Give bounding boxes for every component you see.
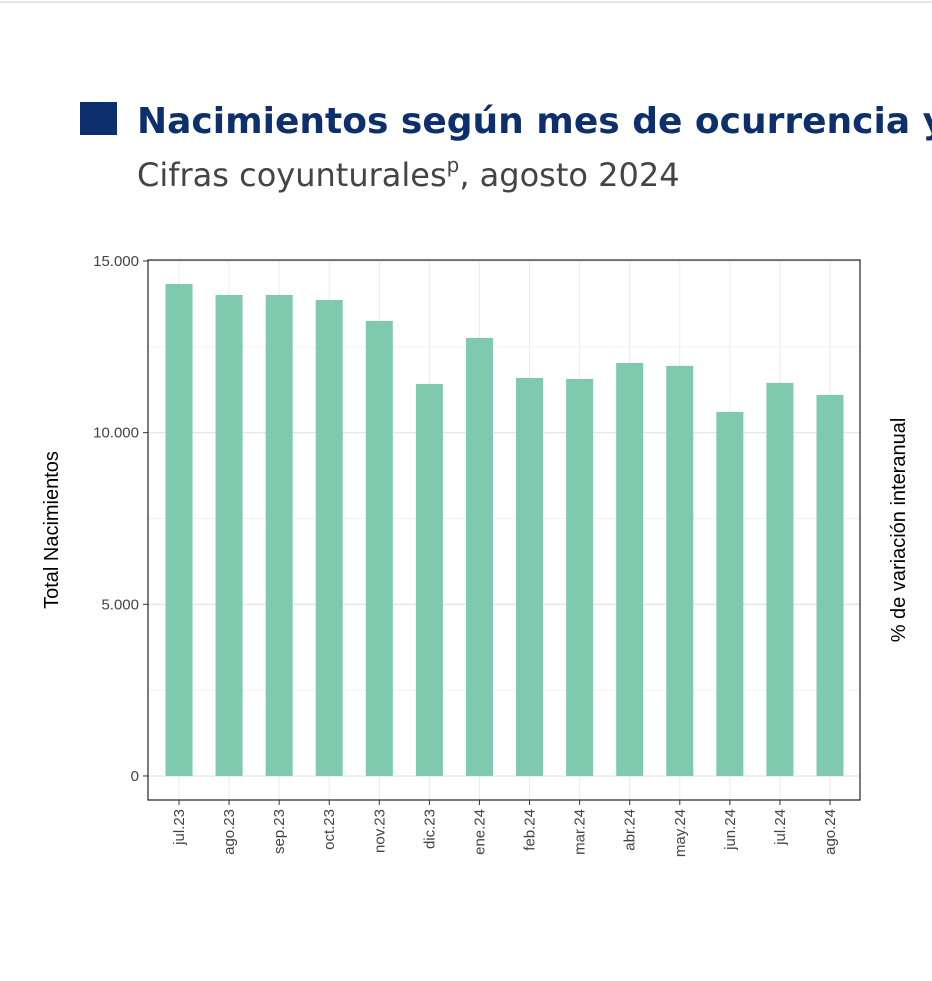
x-tick-label: dic.23 <box>421 809 438 849</box>
bar <box>465 337 493 776</box>
x-tick-label: ago.23 <box>221 809 238 855</box>
bar <box>766 382 794 776</box>
y-tick-label: 15.000 <box>93 253 139 270</box>
bar <box>265 294 293 776</box>
x-tick-label: may.24 <box>672 809 689 857</box>
y-axis-label: Total Nacimientos <box>41 451 63 609</box>
bar <box>315 299 343 776</box>
subtitle-rest: , agosto 2024 <box>459 156 679 194</box>
y2-axis-label: % de variación interanual <box>888 418 910 643</box>
x-tick-label: jun.24 <box>722 809 739 851</box>
x-tick-label: oct.23 <box>321 809 338 850</box>
x-tick-label: abr.24 <box>622 809 639 851</box>
x-tick-label: sep.23 <box>271 809 288 854</box>
y-tick-label: 10.000 <box>93 425 139 442</box>
chart-title: Nacimientos según mes de ocurrencia y po <box>137 101 932 142</box>
x-tick-label: mar.24 <box>572 809 589 855</box>
x-tick-label: feb.24 <box>522 809 539 851</box>
subtitle-superscript: p <box>447 153 460 177</box>
y-tick-label: 0 <box>131 768 139 785</box>
bar <box>816 394 844 776</box>
title-marker <box>80 102 117 135</box>
x-tick-label: ene.24 <box>471 809 488 855</box>
x-tick-label: ago.24 <box>822 809 839 855</box>
bar <box>516 377 544 776</box>
bar <box>666 365 694 776</box>
plot-background <box>148 260 860 800</box>
bar <box>566 378 594 776</box>
subtitle-text: Cifras coyunturales <box>137 156 447 194</box>
x-tick-label: nov.23 <box>371 809 388 853</box>
plot-border <box>147 259 861 801</box>
x-tick-label: jul.23 <box>171 809 188 846</box>
chart-subtitle: Cifras coyunturalesp, agosto 2024 <box>137 153 680 194</box>
y-tick-label: 5.000 <box>101 596 139 613</box>
x-tick-label: jul.24 <box>772 809 789 846</box>
bar <box>215 294 243 776</box>
bar <box>165 284 193 776</box>
bar <box>616 362 644 776</box>
plot-area: 0 5.000 10.000 15.000 jul.23 ago.23 sep.23 oct.… <box>93 253 861 857</box>
bar <box>716 411 744 776</box>
bar <box>365 320 393 776</box>
bar <box>415 383 443 776</box>
